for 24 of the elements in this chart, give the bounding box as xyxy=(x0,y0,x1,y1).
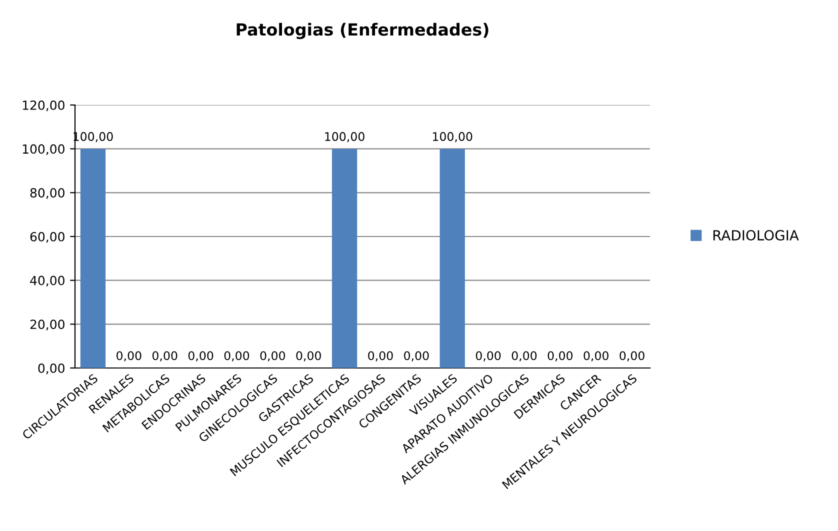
y-tick-label: 120,00 xyxy=(22,100,64,112)
data-label: 0,00 xyxy=(188,351,214,362)
y-tick-label: 80,00 xyxy=(30,188,64,199)
data-label: 0,00 xyxy=(152,351,178,362)
data-label: 0,00 xyxy=(584,351,608,362)
legend-label: RADIOLOGIA xyxy=(713,230,799,241)
data-label: 0,00 xyxy=(116,351,142,362)
y-tick-label: 40,00 xyxy=(30,276,64,287)
data-label: 0,00 xyxy=(224,351,250,362)
data-label: 0,00 xyxy=(548,351,573,362)
data-label: 0,00 xyxy=(512,351,537,362)
y-tick-label: 60,00 xyxy=(30,232,64,243)
data-label: 0,00 xyxy=(476,351,501,362)
y-tick-label: 0,00 xyxy=(38,363,64,374)
data-label: 0,00 xyxy=(368,351,393,362)
chart-title: Patologias (Enfermedades) xyxy=(236,22,488,40)
data-label: 100,00 xyxy=(325,132,364,142)
data-label: 0,00 xyxy=(404,351,429,362)
data-label: 0,00 xyxy=(260,351,286,362)
data-label: 0,00 xyxy=(620,351,644,362)
data-label: 100,00 xyxy=(432,132,472,142)
y-tick-label: 100,00 xyxy=(22,144,64,156)
data-label: 0,00 xyxy=(296,351,321,362)
y-tick-label: 20,00 xyxy=(30,320,64,330)
